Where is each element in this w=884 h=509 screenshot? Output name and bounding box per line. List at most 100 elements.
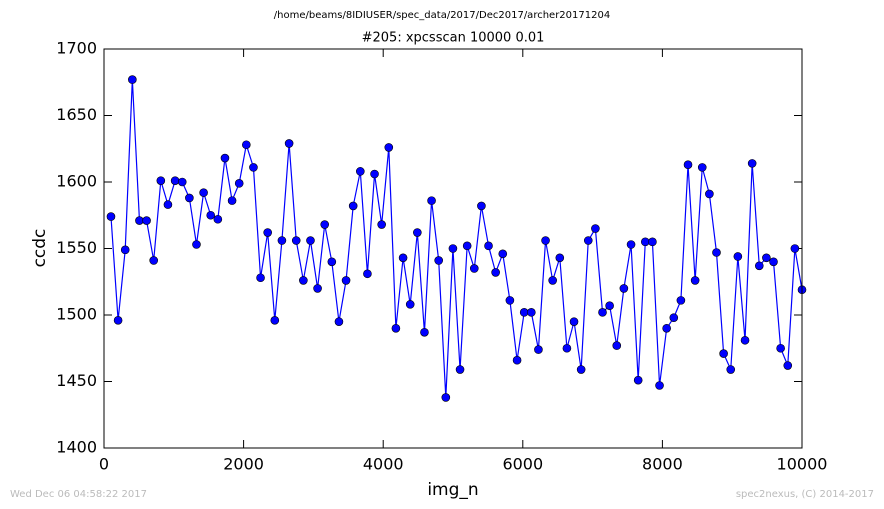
data-point	[569, 317, 579, 326]
data-point	[177, 177, 187, 187]
data-point	[242, 140, 251, 150]
data-point	[462, 241, 472, 251]
data-point	[391, 323, 401, 333]
x-tick-label: 10000	[777, 455, 828, 474]
data-point	[562, 343, 572, 353]
data-point	[270, 316, 280, 325]
data-point	[405, 300, 415, 309]
data-point	[655, 381, 664, 390]
y-tick-label: 1550	[56, 238, 97, 257]
data-point	[498, 249, 508, 259]
data-point	[605, 301, 614, 310]
data-point	[413, 228, 422, 237]
data-point	[185, 193, 194, 203]
data-point	[363, 269, 372, 279]
data-point	[455, 365, 465, 374]
data-point	[754, 261, 764, 271]
data-point	[541, 236, 550, 245]
data-point	[776, 343, 785, 353]
data-point	[398, 253, 408, 263]
data-point	[740, 335, 750, 345]
data-point	[341, 276, 351, 285]
data-point	[348, 201, 358, 211]
data-point	[591, 224, 600, 233]
data-point	[149, 256, 158, 265]
data-point	[128, 75, 137, 84]
data-point	[299, 276, 308, 285]
data-point	[448, 244, 458, 253]
data-point	[163, 200, 173, 209]
data-point	[676, 296, 686, 305]
data-point	[512, 355, 522, 365]
data-point	[377, 220, 386, 229]
data-point	[612, 341, 622, 350]
data-point	[263, 228, 272, 237]
data-point	[527, 308, 536, 317]
footer-right: spec2nexus, (C) 2014-2017	[736, 489, 874, 500]
data-point	[733, 252, 743, 261]
data-point	[220, 153, 230, 163]
data-point	[256, 273, 265, 283]
data-point	[227, 196, 237, 205]
data-point	[648, 237, 657, 247]
data-point	[683, 160, 693, 170]
data-point	[548, 276, 557, 285]
data-point	[576, 365, 586, 374]
data-point	[719, 349, 728, 358]
data-point	[142, 216, 151, 225]
data-point	[284, 139, 294, 148]
data-point	[519, 308, 529, 317]
y-tick-label: 1500	[56, 305, 97, 324]
data-point	[135, 216, 144, 225]
data-point	[783, 361, 793, 370]
data-point	[106, 212, 116, 221]
data-point	[469, 264, 479, 273]
data-point	[427, 196, 436, 205]
data-point	[690, 276, 700, 285]
data-point	[370, 169, 379, 179]
data-point	[192, 240, 201, 249]
data-point	[705, 189, 714, 199]
data-point	[170, 176, 180, 185]
data-point	[555, 253, 565, 263]
data-point	[206, 210, 216, 220]
data-point	[598, 308, 607, 317]
data-point	[619, 284, 629, 293]
data-point	[199, 188, 208, 197]
data-point	[334, 317, 344, 326]
x-tick-label: 8000	[642, 455, 683, 474]
data-point	[320, 220, 330, 229]
data-point	[505, 296, 515, 305]
y-tick-label: 1600	[56, 172, 97, 191]
data-point	[662, 323, 671, 333]
x-tick-label: 4000	[363, 455, 404, 474]
y-axis-label: ccdc	[30, 229, 50, 268]
y-tick-label: 1400	[56, 438, 97, 457]
data-point	[669, 313, 679, 322]
data-point	[747, 159, 757, 168]
data-point	[534, 345, 543, 354]
data-point	[120, 245, 130, 255]
data-point	[626, 240, 636, 249]
data-point	[356, 167, 365, 176]
data-point	[640, 237, 650, 247]
data-point	[790, 244, 800, 253]
y-tick-label: 1700	[56, 39, 97, 58]
data-point	[420, 327, 429, 337]
x-tick-label: 2000	[223, 455, 264, 474]
data-point	[384, 143, 394, 152]
x-axis-label: img_n	[427, 480, 478, 500]
data-point	[441, 393, 451, 402]
data-point	[769, 257, 778, 267]
data-point	[583, 236, 593, 245]
plot-frame	[103, 48, 803, 449]
y-tick-label: 1450	[56, 371, 97, 390]
data-point	[213, 214, 223, 224]
data-point	[113, 316, 123, 325]
data-point	[234, 179, 244, 188]
x-tick-label: 0	[99, 455, 109, 474]
data-line	[110, 79, 803, 398]
data-point	[697, 163, 707, 172]
data-point	[726, 365, 736, 374]
